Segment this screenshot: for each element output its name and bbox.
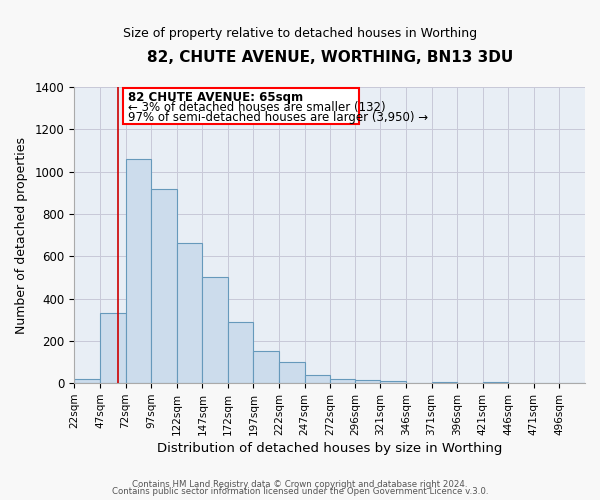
Text: Contains public sector information licensed under the Open Government Licence v.: Contains public sector information licen… <box>112 488 488 496</box>
Text: ← 3% of detached houses are smaller (132): ← 3% of detached houses are smaller (132… <box>128 101 385 114</box>
Bar <box>330 379 355 383</box>
Text: 82 CHUTE AVENUE: 65sqm: 82 CHUTE AVENUE: 65sqm <box>128 90 303 104</box>
Title: 82, CHUTE AVENUE, WORTHING, BN13 3DU: 82, CHUTE AVENUE, WORTHING, BN13 3DU <box>146 50 513 65</box>
Bar <box>279 362 305 383</box>
Bar <box>355 380 380 383</box>
Bar <box>125 159 151 383</box>
Bar <box>482 382 508 383</box>
Bar <box>100 314 125 383</box>
Text: Size of property relative to detached houses in Worthing: Size of property relative to detached ho… <box>123 28 477 40</box>
Bar <box>253 352 279 383</box>
Text: Contains HM Land Registry data © Crown copyright and database right 2024.: Contains HM Land Registry data © Crown c… <box>132 480 468 489</box>
Bar <box>151 188 177 383</box>
FancyBboxPatch shape <box>122 88 359 124</box>
Bar <box>228 322 253 383</box>
Bar <box>305 374 330 383</box>
Bar <box>380 381 406 383</box>
X-axis label: Distribution of detached houses by size in Worthing: Distribution of detached houses by size … <box>157 442 502 455</box>
Bar <box>74 379 100 383</box>
Text: 97% of semi-detached houses are larger (3,950) →: 97% of semi-detached houses are larger (… <box>128 111 428 124</box>
Y-axis label: Number of detached properties: Number of detached properties <box>15 136 28 334</box>
Bar <box>202 278 228 383</box>
Bar <box>177 242 202 383</box>
Bar <box>431 382 457 383</box>
